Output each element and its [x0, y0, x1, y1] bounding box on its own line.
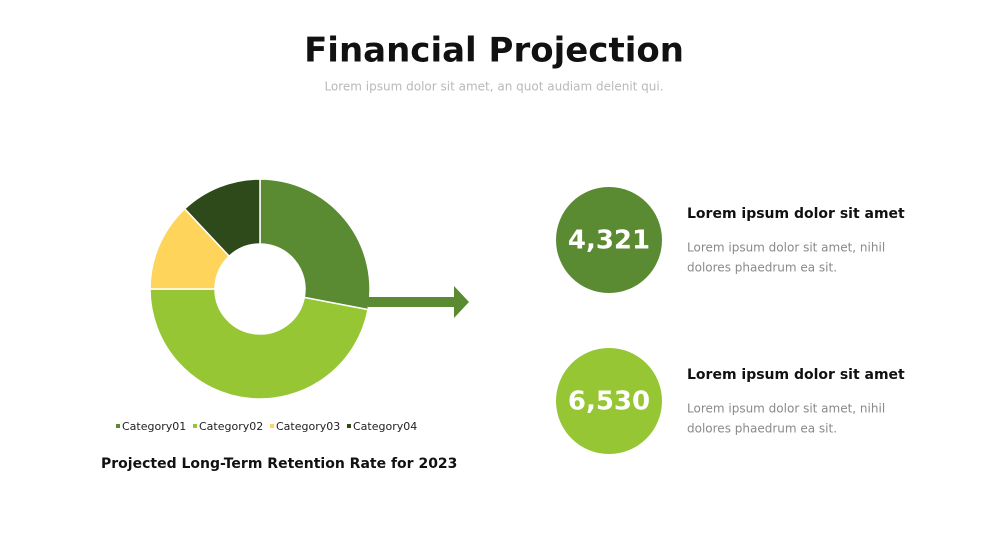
stat-heading: Lorem ipsum dolor sit amet — [687, 206, 905, 222]
stat-value: 4,321 — [568, 226, 650, 256]
legend: Category01 Category02 Category03 Category04 — [116, 420, 417, 433]
donut-segment — [149, 288, 369, 400]
legend-label: Category01 — [122, 420, 186, 433]
stat-text: dolores phaedrum ea sit. — [687, 261, 837, 275]
title: Financial Projection — [304, 31, 684, 71]
subtitle: Lorem ipsum dolor sit amet, an quot audi… — [324, 80, 663, 94]
donut-chart — [149, 178, 371, 400]
donut-segment — [183, 178, 261, 258]
legend-label: Category03 — [276, 420, 340, 433]
chart-caption: Projected Long-Term Retention Rate for 2… — [101, 456, 457, 472]
stat-text: dolores phaedrum ea sit. — [687, 422, 837, 436]
stat-circle — [556, 348, 662, 454]
stat-value: 6,530 — [568, 387, 650, 417]
donut-segment — [259, 178, 371, 311]
stat-heading: Lorem ipsum dolor sit amet — [687, 367, 905, 383]
legend-swatch — [347, 424, 351, 428]
legend-label: Category04 — [353, 420, 417, 433]
stat-text: Lorem ipsum dolor sit amet, nihil — [687, 241, 885, 255]
legend-swatch — [270, 424, 274, 428]
stats: 4,321 Lorem ipsum dolor sit amet Lorem ips… — [556, 187, 905, 454]
stat-text: Lorem ipsum dolor sit amet, nihil — [687, 402, 885, 416]
legend-label: Category02 — [199, 420, 263, 433]
legend-swatch — [193, 424, 197, 428]
stat-circle — [556, 187, 662, 293]
legend-swatch — [116, 424, 120, 428]
arrow — [368, 286, 469, 318]
